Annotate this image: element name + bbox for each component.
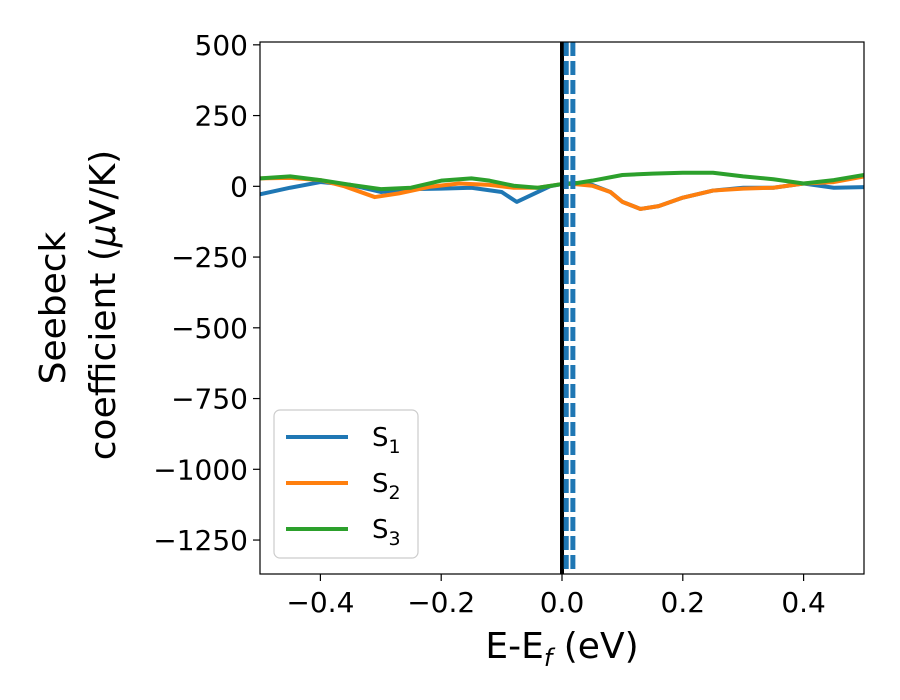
x-axis-ticks: −0.4 −0.2 0.0 0.2 0.4	[286, 574, 826, 619]
y-tick-label: −250	[171, 241, 248, 274]
x-tick-label: −0.4	[286, 586, 354, 619]
legend-label-s2: S2	[372, 469, 401, 504]
series-group	[260, 42, 864, 574]
x-tick-label: 0.2	[661, 586, 706, 619]
y-tick-label: −750	[171, 383, 248, 416]
legend: S1 S2 S3	[273, 409, 419, 559]
x-axis-label-main: E-E	[485, 626, 543, 667]
y-tick-label: 0	[230, 170, 248, 203]
x-tick-label: 0.0	[540, 586, 585, 619]
y-tick-label: −1000	[153, 453, 248, 486]
x-tick-label: 0.4	[781, 586, 826, 619]
y-axis-ticks: 500 250 0 −250 −500 −750 −1000 −1250	[153, 29, 260, 557]
y-axis-label-line2: coefficient (μV/K)	[83, 150, 124, 460]
y-tick-label: −1250	[153, 524, 248, 557]
y-axis-label-line1: Seebeck	[33, 231, 74, 384]
plot-area	[259, 41, 865, 575]
legend-label-s1: S1	[372, 423, 401, 458]
y-axis-label-mu: μ	[83, 224, 124, 248]
y-axis-label-unit: V/K)	[83, 150, 124, 224]
y-tick-label: 250	[195, 100, 248, 133]
y-tick-label: −500	[171, 312, 248, 345]
x-axis-label-unit: (eV)	[552, 626, 638, 667]
legend-label-s3: S3	[372, 515, 401, 550]
y-tick-label: 500	[195, 29, 248, 62]
x-tick-label: −0.2	[407, 586, 475, 619]
y-axis-label: Seebeck coefficient (μV/K)	[33, 150, 124, 460]
x-axis-label: E-Ef (eV)	[485, 626, 638, 672]
y-axis-label-line2-prefix: coefficient (	[83, 247, 124, 460]
